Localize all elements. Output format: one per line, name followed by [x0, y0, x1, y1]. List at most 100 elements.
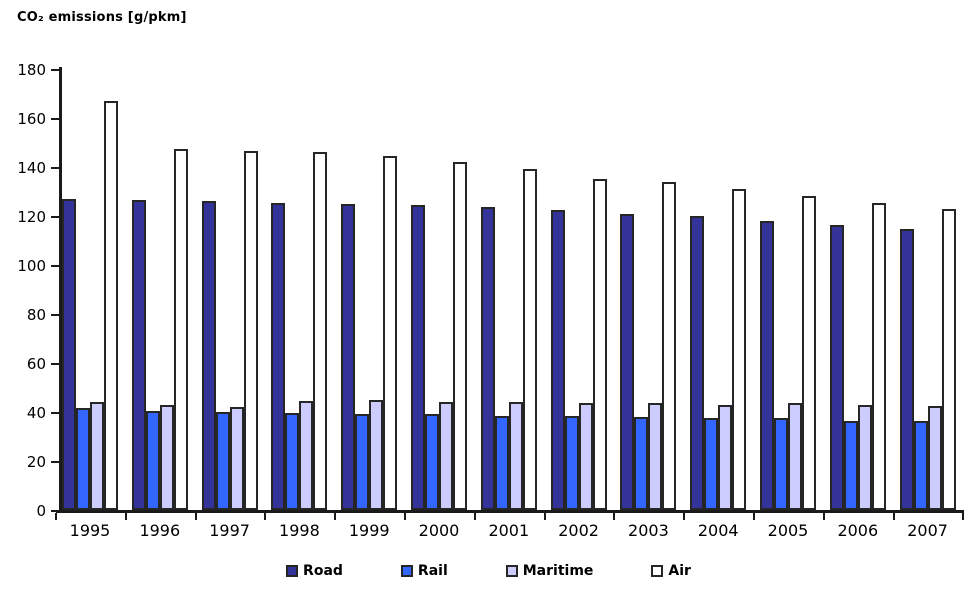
y-axis-label: 120	[17, 208, 46, 226]
x-axis-tick	[892, 513, 895, 520]
legend-label-rail: Rail	[417, 563, 448, 579]
legend-label-air: Air	[668, 563, 691, 579]
bar-rail-2006	[843, 421, 858, 510]
y-axis-tick	[51, 265, 59, 267]
legend-item-air: Air	[651, 563, 691, 579]
bar-air-1996	[173, 149, 188, 510]
y-axis-tick	[51, 69, 59, 71]
bar-rail-2000	[425, 414, 439, 510]
x-axis-tick	[55, 513, 57, 520]
bar-maritime-1995	[90, 402, 104, 510]
bar-maritime-2005	[788, 403, 802, 510]
bar-air-2006	[871, 203, 886, 510]
bar-air-2001	[522, 169, 537, 510]
y-axis-tick	[51, 118, 59, 120]
y-axis-label: 160	[17, 110, 46, 128]
x-axis-tick	[404, 513, 406, 520]
bar-rail-1998	[285, 413, 300, 510]
bar-road-1999	[341, 204, 356, 510]
bar-air-2000	[453, 162, 467, 510]
y-axis-tick	[51, 167, 59, 169]
bar-road-1996	[131, 200, 146, 510]
x-axis-tick	[753, 513, 755, 520]
bar-rail-2003	[634, 417, 649, 510]
y-axis-tick	[51, 461, 59, 463]
bar-air-2007	[941, 209, 956, 510]
bar-road-2005	[760, 221, 774, 510]
bar-air-2005	[802, 196, 816, 510]
x-axis-label-2003: 2003	[628, 521, 669, 540]
bar-maritime-1997	[229, 407, 244, 510]
bar-road-2000	[411, 205, 425, 510]
y-axis-label: 60	[26, 355, 46, 373]
x-axis-label-1996: 1996	[139, 521, 181, 540]
y-axis-label: 140	[17, 159, 46, 177]
bar-maritime-2006	[857, 405, 872, 510]
y-axis-tick	[51, 314, 59, 316]
bar-maritime-1996	[159, 405, 174, 510]
x-axis-tick	[264, 513, 267, 520]
x-axis-line	[56, 510, 964, 513]
bar-road-2007	[899, 229, 914, 510]
bar-road-1995	[62, 199, 76, 510]
x-axis-label-1999: 1999	[348, 521, 390, 540]
legend-swatch-rail	[400, 565, 413, 577]
x-axis-label-2007: 2007	[907, 521, 948, 540]
bar-air-1998	[313, 152, 328, 510]
bar-air-1995	[104, 101, 118, 510]
y-axis-label: 100	[17, 257, 46, 275]
legend-label-maritime: Maritime	[522, 563, 594, 579]
bar-road-2002	[550, 210, 565, 510]
bar-rail-2004	[704, 418, 719, 510]
bar-maritime-2002	[578, 403, 593, 510]
bar-rail-1996	[145, 411, 160, 510]
bar-rail-1997	[215, 412, 230, 510]
bar-maritime-2001	[508, 402, 523, 510]
x-axis-tick	[473, 513, 476, 520]
x-axis-tick	[613, 513, 616, 520]
legend-swatch-maritime	[505, 565, 518, 577]
y-axis-tick	[51, 216, 59, 218]
bar-road-1997	[201, 201, 216, 510]
y-axis-tick	[51, 363, 59, 365]
bar-road-1998	[271, 203, 286, 510]
bar-air-1997	[243, 151, 258, 510]
x-axis-tick	[822, 513, 825, 520]
x-axis-label-2006: 2006	[837, 521, 879, 540]
x-axis-tick	[543, 513, 546, 520]
y-axis-label: 40	[26, 404, 46, 422]
bar-air-1999	[383, 156, 398, 510]
bar-maritime-2003	[648, 403, 663, 510]
x-axis-label-1998: 1998	[279, 521, 320, 540]
y-axis-label: 20	[26, 453, 46, 471]
bar-maritime-1999	[369, 400, 384, 510]
legend-label-road: Road	[303, 563, 343, 579]
bar-rail-2005	[774, 418, 788, 510]
bar-road-2006	[829, 225, 844, 510]
bar-rail-2007	[913, 421, 928, 510]
bar-rail-1995	[76, 408, 90, 510]
legend-item-rail: Rail	[400, 563, 448, 579]
bar-maritime-1998	[299, 401, 314, 510]
y-axis-label: 80	[26, 306, 46, 324]
bar-rail-1999	[355, 414, 370, 510]
x-axis-tick	[962, 513, 965, 520]
bar-air-2002	[592, 179, 607, 510]
x-axis-label-1995: 1995	[69, 521, 111, 540]
bar-road-2004	[690, 216, 705, 510]
bar-maritime-2004	[718, 405, 733, 510]
chart-legend: Road Rail Maritime Air	[0, 563, 977, 579]
y-axis-label: 0	[36, 502, 46, 520]
bar-rail-2001	[494, 416, 509, 510]
x-axis-label-2001: 2001	[488, 521, 530, 540]
legend-swatch-air	[651, 565, 664, 577]
x-axis-tick	[124, 513, 127, 520]
x-axis-label-2005: 2005	[767, 521, 809, 540]
bar-road-2001	[480, 207, 495, 510]
bar-air-2003	[662, 182, 677, 510]
legend-item-maritime: Maritime	[505, 563, 594, 579]
legend-item-road: Road	[286, 563, 343, 579]
bar-road-2003	[620, 214, 635, 510]
x-axis-tick	[334, 513, 337, 520]
